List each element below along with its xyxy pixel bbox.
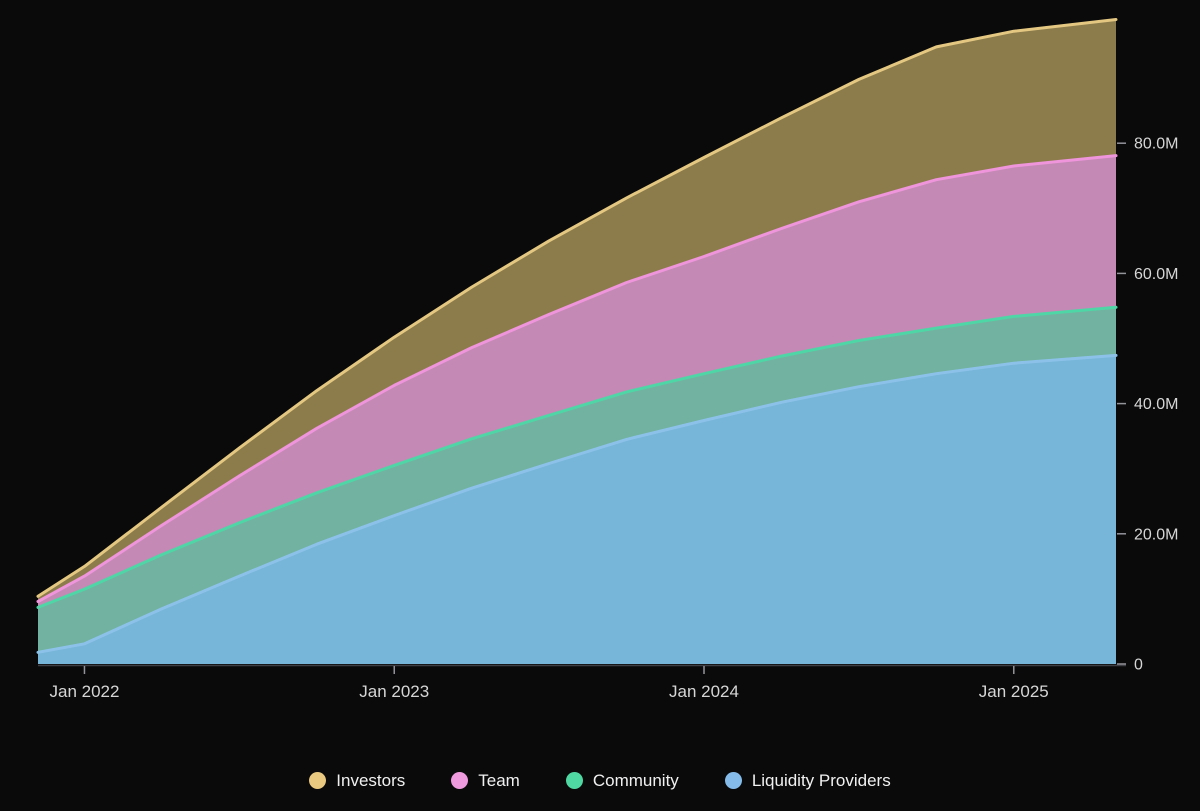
y-tick-label-2: 40.0M <box>1134 396 1178 413</box>
x-tick-label-3: Jan 2025 <box>979 682 1049 701</box>
legend-label: Investors <box>336 771 406 790</box>
legend-label: Team <box>478 771 520 790</box>
legend-item-liquidity-providers[interactable]: Liquidity Providers <box>724 771 891 790</box>
y-tick-label-3: 60.0M <box>1134 266 1178 283</box>
area-fills <box>38 19 1116 664</box>
line-liquidity-providers <box>36 353 1118 654</box>
legend-label: Community <box>592 771 679 790</box>
investors-color-dot-icon <box>309 772 327 789</box>
y-tick-label-1: 20.0M <box>1134 526 1178 543</box>
y-axis: 0 20.0M 40.0M 60.0M 80.0M <box>1117 136 1178 674</box>
legend-item-team[interactable]: Team <box>451 772 520 789</box>
team-color-dot-icon <box>451 772 469 789</box>
line-community <box>36 305 1118 609</box>
area-liquidity-providers <box>38 355 1116 664</box>
area-investors <box>38 19 1116 602</box>
x-tick-label-0: Jan 2022 <box>49 682 119 701</box>
legend-label: Liquidity Providers <box>751 771 891 790</box>
area-community <box>38 307 1116 653</box>
liquidity-providers-color-dot-icon <box>724 772 742 789</box>
area-strokes <box>36 18 1118 654</box>
line-team <box>36 154 1118 603</box>
y-tick-label-0: 0 <box>1134 657 1143 674</box>
x-tick-label-1: Jan 2023 <box>359 682 429 701</box>
y-tick-label-4: 80.0M <box>1134 136 1178 153</box>
area-team <box>38 155 1116 608</box>
x-tick-label-2: Jan 2024 <box>669 682 739 701</box>
community-color-dot-icon <box>565 772 583 789</box>
chart-legend: Investors Team Community Liquidity Provider… <box>0 772 1200 789</box>
x-axis: Jan 2022 Jan 2023 Jan 2024 Jan 2025 <box>38 664 1126 701</box>
line-investors <box>36 18 1118 598</box>
legend-item-investors[interactable]: Investors <box>309 772 405 789</box>
legend-item-community[interactable]: Community <box>565 771 679 790</box>
